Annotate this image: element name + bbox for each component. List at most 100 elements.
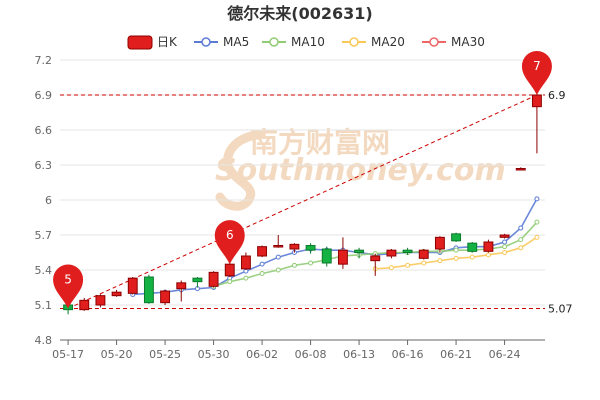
candle-body bbox=[402, 249, 413, 254]
ma10-point bbox=[308, 260, 314, 266]
candle bbox=[354, 247, 365, 259]
legend-item[interactable]: MA20 bbox=[342, 35, 405, 49]
candle-body bbox=[224, 263, 235, 277]
candle-body bbox=[127, 277, 138, 294]
ma20-point bbox=[388, 265, 394, 271]
ma10-point bbox=[453, 247, 459, 253]
candle bbox=[483, 239, 494, 253]
legend-label: MA20 bbox=[371, 35, 405, 49]
x-tick-label: 06-24 bbox=[489, 348, 521, 361]
axes: 4.8 5.1 5.4 5.7 6 6.3 6.6 6.9 7.2 05-17 05-20 05-25… bbox=[35, 54, 545, 361]
candle bbox=[79, 298, 90, 311]
candle-body bbox=[160, 290, 171, 304]
legend-swatch-dot bbox=[201, 37, 211, 47]
candle bbox=[386, 249, 397, 259]
candle bbox=[370, 253, 381, 276]
y-tick-label: 5.7 bbox=[35, 229, 53, 242]
candle bbox=[192, 277, 203, 288]
y-tick-label: 4.8 bbox=[35, 334, 53, 347]
y-tick-label: 7.2 bbox=[35, 54, 53, 67]
y-tick-label: 5.1 bbox=[35, 299, 53, 312]
ma20-point bbox=[502, 250, 508, 255]
ma5-point bbox=[502, 239, 508, 245]
ma10-point bbox=[227, 279, 233, 285]
candle bbox=[95, 294, 106, 308]
legend-swatch-dot bbox=[349, 37, 359, 47]
legend-swatch bbox=[127, 35, 153, 50]
moving-averages bbox=[130, 196, 540, 297]
candle-body bbox=[289, 243, 300, 250]
candle bbox=[208, 271, 219, 288]
legend-label: MA30 bbox=[451, 35, 485, 49]
legend-item[interactable]: 日K bbox=[127, 35, 178, 50]
reference-label: 5.07 bbox=[548, 303, 573, 316]
marker-pin: 5 bbox=[53, 264, 84, 309]
candle bbox=[402, 247, 413, 255]
x-tick-label: 06-13 bbox=[343, 348, 375, 361]
marker-pin: 6 bbox=[214, 220, 245, 265]
y-tick-label: 5.4 bbox=[35, 264, 53, 277]
reference-lines: 6.9 5.07 bbox=[60, 89, 573, 316]
marker-pin: 7 bbox=[521, 51, 552, 95]
legend-item[interactable]: MA10 bbox=[262, 35, 325, 49]
ma20-point bbox=[534, 234, 540, 240]
legend[interactable]: 日K MA5 MA10 MA20 MA30 bbox=[127, 35, 485, 50]
candle-body bbox=[467, 242, 478, 252]
ma10-point bbox=[518, 237, 524, 243]
ma20-point bbox=[437, 258, 443, 264]
y-tick-label: 6 bbox=[45, 194, 52, 207]
candle bbox=[467, 242, 478, 253]
candle-body bbox=[111, 291, 122, 297]
candle-body bbox=[531, 94, 542, 108]
ma10-point bbox=[259, 271, 265, 276]
ma10-point bbox=[534, 219, 540, 225]
candle-body bbox=[257, 246, 268, 257]
candle-body bbox=[176, 282, 187, 290]
marker-label: 7 bbox=[533, 59, 541, 73]
legend-swatch-dot bbox=[269, 37, 279, 47]
candle bbox=[273, 235, 284, 248]
candle bbox=[499, 233, 510, 239]
candle-body bbox=[95, 295, 106, 306]
legend-label: MA5 bbox=[223, 35, 249, 49]
x-tick-label: 06-16 bbox=[392, 348, 424, 361]
candle bbox=[240, 252, 251, 270]
candle bbox=[111, 289, 122, 297]
legend-label: MA10 bbox=[291, 35, 325, 49]
candle-body bbox=[337, 249, 348, 265]
legend-item[interactable]: MA5 bbox=[194, 35, 249, 49]
candle bbox=[289, 243, 300, 253]
ma5-point bbox=[518, 225, 524, 231]
marker-pin-shape bbox=[53, 264, 84, 309]
candle bbox=[434, 236, 445, 253]
candle bbox=[451, 232, 462, 242]
candle bbox=[531, 93, 542, 154]
candles bbox=[63, 93, 542, 315]
markers: 5 6 7 bbox=[53, 51, 552, 309]
candle bbox=[337, 237, 348, 269]
marker-pin-shape bbox=[214, 220, 245, 265]
grid bbox=[60, 59, 545, 341]
ma5-point bbox=[259, 261, 265, 267]
candle-body bbox=[483, 241, 494, 252]
reference-label: 6.9 bbox=[548, 89, 566, 102]
ma20-point bbox=[485, 252, 491, 258]
ma20-point bbox=[405, 262, 411, 268]
candle bbox=[176, 280, 187, 302]
candle-body bbox=[143, 276, 154, 304]
marker-label: 5 bbox=[64, 273, 72, 287]
watermark: 南方财富网 Southmoney.com bbox=[215, 126, 506, 211]
candle-body bbox=[321, 248, 332, 264]
ma5-point bbox=[275, 254, 281, 260]
y-tick-label: 6.3 bbox=[35, 159, 53, 172]
watermark-cn: 南方财富网 bbox=[250, 126, 390, 159]
candle-body bbox=[451, 233, 462, 242]
candle-body bbox=[499, 234, 510, 238]
candle-body bbox=[370, 255, 381, 262]
candle-body bbox=[305, 245, 316, 251]
watermark-en: Southmoney.com bbox=[215, 153, 506, 188]
y-tick-label: 6.9 bbox=[35, 89, 53, 102]
ma20-point bbox=[469, 254, 475, 260]
legend-item[interactable]: MA30 bbox=[422, 35, 485, 49]
